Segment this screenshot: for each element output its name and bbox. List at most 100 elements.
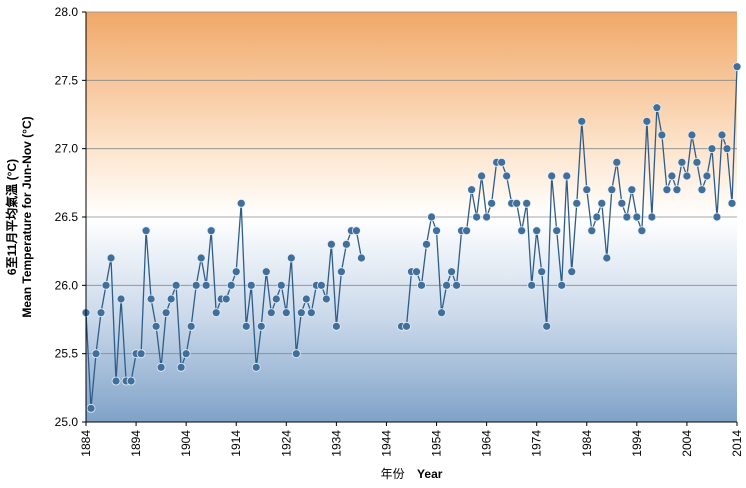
data-point: [171, 280, 181, 290]
data-point: [627, 185, 637, 195]
data-point: [126, 376, 136, 386]
data-point: [271, 294, 281, 304]
y-axis-title-zh: 6至11月平均氣溫 (°C): [4, 159, 19, 275]
data-point: [432, 226, 441, 236]
data-point: [422, 239, 431, 249]
data-point: [101, 280, 111, 290]
y-tick-label: 25.5: [55, 347, 79, 361]
data-point: [637, 226, 647, 236]
data-point: [146, 294, 156, 304]
x-tick-label: 1944: [379, 430, 393, 457]
data-point: [517, 226, 527, 236]
y-tick-label: 28.0: [55, 5, 79, 19]
data-point: [647, 212, 657, 222]
data-point: [191, 280, 201, 290]
data-point: [266, 308, 276, 318]
data-point: [622, 212, 632, 222]
data-point: [196, 253, 206, 263]
data-point: [482, 212, 492, 222]
data-point: [692, 157, 702, 167]
x-tick-label: 1914: [229, 430, 243, 457]
data-point: [261, 267, 271, 277]
data-point: [717, 130, 727, 140]
data-point: [236, 198, 246, 208]
data-point: [256, 321, 266, 331]
x-tick-label: 1924: [279, 430, 293, 457]
data-point: [452, 280, 461, 290]
data-point: [176, 362, 186, 372]
x-axis-title-en: Year: [417, 467, 443, 481]
x-tick-label: 2014: [730, 430, 744, 457]
data-point: [276, 280, 286, 290]
data-point: [592, 212, 602, 222]
data-point: [707, 144, 717, 154]
data-point: [281, 308, 291, 318]
data-point: [352, 226, 361, 236]
data-point: [427, 212, 436, 222]
data-point: [532, 226, 542, 236]
data-point: [497, 157, 507, 167]
data-point: [151, 321, 161, 331]
data-point: [231, 267, 241, 277]
data-point: [447, 267, 456, 277]
data-point: [186, 321, 196, 331]
y-axis-title-en: Mean Temperature for Jun-Nov (°C): [20, 116, 34, 317]
data-point: [301, 294, 311, 304]
x-axis-title-zh: 年份: [381, 467, 405, 481]
data-point: [477, 171, 487, 181]
x-tick-label: 1994: [630, 430, 644, 457]
data-point: [241, 321, 251, 331]
data-point: [567, 267, 577, 277]
x-tick-label: 1904: [179, 430, 193, 457]
data-point: [702, 171, 712, 181]
data-point: [597, 198, 607, 208]
x-axis-title: 年份 Year: [381, 465, 443, 482]
x-tick-label: 2004: [680, 430, 694, 457]
y-tick-label: 27.5: [55, 73, 79, 87]
data-point: [336, 267, 346, 277]
y-tick-label: 27.0: [55, 142, 79, 156]
data-point: [642, 116, 652, 126]
data-point: [547, 171, 557, 181]
data-point: [417, 280, 426, 290]
data-point: [321, 294, 331, 304]
data-point: [677, 157, 687, 167]
series-line: [401, 66, 738, 327]
data-point: [722, 144, 732, 154]
data-point: [557, 280, 567, 290]
data-point: [542, 321, 552, 331]
data-point: [286, 253, 296, 263]
data-point: [582, 185, 592, 195]
data-point: [166, 294, 176, 304]
data-point: [662, 185, 672, 195]
data-point: [732, 62, 742, 72]
data-point: [537, 267, 547, 277]
data-point: [697, 185, 707, 195]
data-point: [357, 253, 366, 263]
data-point: [607, 185, 617, 195]
data-point: [221, 294, 231, 304]
data-point: [727, 198, 737, 208]
data-point: [472, 212, 482, 222]
data-point: [402, 321, 411, 331]
data-point: [657, 130, 667, 140]
data-point: [96, 308, 106, 318]
data-point: [522, 198, 532, 208]
data-point: [161, 308, 171, 318]
data-point: [612, 157, 622, 167]
data-point: [502, 171, 512, 181]
data-point: [577, 116, 587, 126]
data-point: [316, 280, 326, 290]
data-point: [442, 280, 451, 290]
y-axis: 25.0 25.5 26.0 26.5 27.0 27.5 28.0: [55, 5, 86, 429]
x-tick-label: 1894: [129, 430, 143, 457]
x-tick-label: 1934: [329, 430, 343, 457]
data-point: [211, 308, 221, 318]
data-points: [81, 62, 742, 413]
data-point: [181, 349, 191, 359]
data-point: [226, 280, 236, 290]
data-point: [412, 267, 421, 277]
data-point: [106, 253, 116, 263]
data-point: [326, 239, 336, 249]
data-point: [652, 103, 662, 113]
